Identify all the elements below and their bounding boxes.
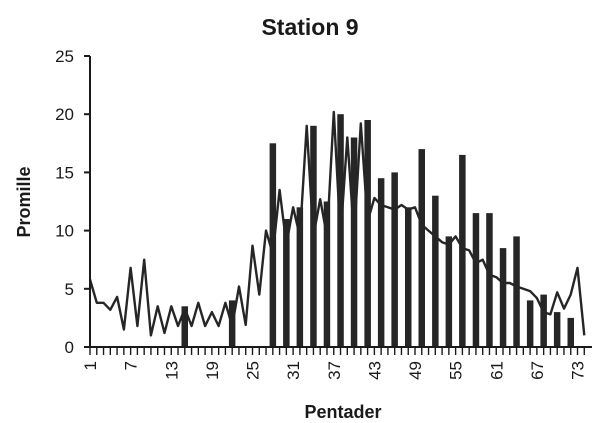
chart-title: Station 9 (261, 14, 358, 40)
bar (526, 300, 534, 347)
bar (364, 120, 371, 347)
bar (513, 236, 520, 347)
x-tick-label: 43 (365, 361, 384, 380)
x-tick-label: 19 (203, 361, 222, 380)
y-tick-label: 25 (55, 47, 74, 66)
x-tick-label: 37 (325, 361, 344, 380)
bar (540, 294, 547, 347)
x-tick-label: 13 (162, 361, 181, 380)
bar (486, 213, 493, 347)
x-axis-title: Pentader (304, 402, 381, 422)
bar (296, 207, 304, 347)
x-tick-label: 61 (487, 361, 506, 380)
bar (432, 195, 439, 347)
bar (499, 248, 507, 347)
x-tick-label: 7 (122, 361, 141, 370)
bar (405, 207, 412, 347)
x-tick-label: 73 (569, 361, 588, 380)
y-tick-label: 0 (65, 338, 74, 357)
bar (472, 213, 480, 347)
x-tick-label: 31 (284, 361, 303, 380)
bars-layer (181, 114, 574, 347)
bar (323, 201, 331, 347)
y-tick-label: 20 (55, 105, 74, 124)
y-tick-label: 5 (65, 280, 74, 299)
x-tick-label: 1 (81, 361, 100, 370)
x-tick-label: 25 (244, 361, 263, 380)
bar (181, 306, 188, 347)
bar (350, 137, 358, 347)
bar (553, 312, 561, 347)
bar (377, 178, 385, 347)
x-tick-label: 67 (528, 361, 547, 380)
y-tick-label: 15 (55, 163, 74, 182)
line-layer (88, 110, 586, 337)
bar (567, 317, 574, 347)
bar (391, 172, 398, 347)
y-axis-title: Promille (14, 166, 34, 237)
x-tick-label: 49 (406, 361, 425, 380)
series-line (88, 110, 586, 337)
y-tick-label: 10 (55, 222, 74, 241)
bar (418, 149, 425, 347)
bar (283, 219, 290, 347)
axes-layer: 0 5 10 15 20 25 1 7 13 19 25 31 37 43 49 55 61 67 73 (55, 47, 592, 380)
x-tick-label: 55 (447, 361, 466, 380)
bar (459, 154, 466, 347)
bar (445, 236, 453, 347)
